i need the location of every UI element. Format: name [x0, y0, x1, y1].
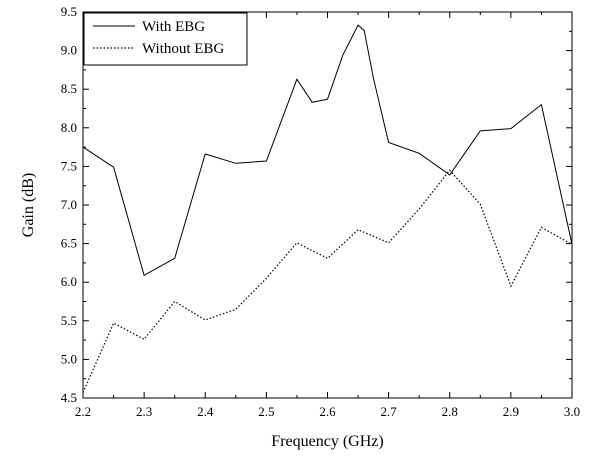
y-tick-label: 5.5 [61, 313, 77, 328]
y-tick-label: 9.0 [61, 43, 77, 58]
y-tick-label: 8.0 [61, 120, 77, 135]
y-axis-title: Gain (dB) [20, 173, 37, 237]
x-tick-label: 2.5 [258, 404, 274, 419]
y-tick-label: 9.5 [61, 4, 77, 19]
y-tick-label: 6.5 [61, 236, 77, 251]
x-tick-label: 3.0 [564, 404, 580, 419]
x-axis-title: Frequency (GHz) [271, 433, 383, 450]
y-tick-label: 6.0 [61, 274, 77, 289]
y-tick-label: 4.5 [61, 390, 77, 405]
x-tick-label: 2.3 [136, 404, 152, 419]
x-tick-label: 2.6 [319, 404, 336, 419]
y-tick-label: 5.0 [61, 351, 77, 366]
y-tick-label: 8.5 [61, 81, 77, 96]
y-tick-label: 7.5 [61, 158, 77, 173]
x-tick-label: 2.4 [197, 404, 214, 419]
y-tick-label: 7.0 [61, 197, 77, 212]
x-tick-label: 2.7 [381, 404, 398, 419]
series-line-without-ebg [82, 169, 573, 393]
plot-frame [82, 11, 573, 399]
legend: With EBG Without EBG [83, 12, 248, 66]
legend-box [83, 12, 248, 66]
legend-label-with-ebg: With EBG [142, 19, 205, 35]
legend-label-without-ebg: Without EBG [142, 41, 224, 57]
x-tick-label: 2.8 [442, 404, 458, 419]
x-tick-label: 2.2 [75, 404, 91, 419]
x-tick-label: 2.9 [503, 404, 519, 419]
series-line-with-ebg [82, 24, 573, 277]
